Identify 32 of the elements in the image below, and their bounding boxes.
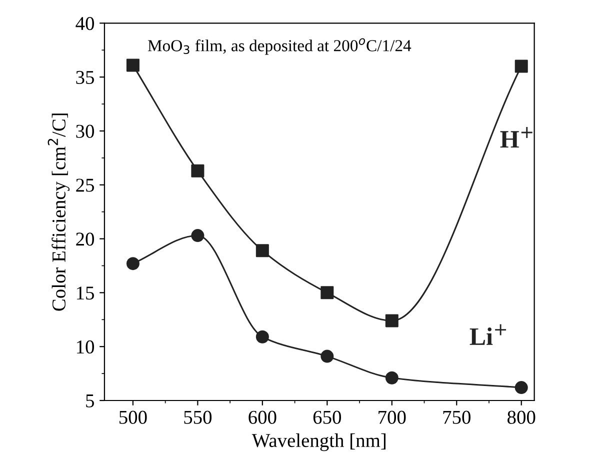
point [191, 229, 204, 242]
series-label: H$^{+}$ [500, 127, 532, 148]
series-label: Li$^{+}$ [470, 324, 506, 345]
y-tick-label: 5 [86, 394, 94, 408]
point [256, 244, 269, 258]
point [256, 330, 269, 344]
x-tick-label: 750 [443, 410, 470, 424]
x-tick-label: 800 [508, 410, 536, 424]
y-tick-label: 20 [76, 232, 94, 246]
y-tick-label: 35 [76, 70, 94, 84]
point [191, 164, 204, 178]
x-tick-label: 550 [184, 410, 212, 424]
y-tick-label: 25 [76, 178, 94, 192]
annotation: MoO$_{3}$ film, as deposited at 200$^{o}$C/1/24 [148, 38, 412, 55]
point [320, 286, 334, 300]
y-tick-label: 30 [76, 124, 94, 138]
x-tick-label: 650 [313, 410, 342, 424]
x-tick-label: 600 [248, 410, 276, 424]
point [385, 371, 398, 384]
point [126, 257, 140, 270]
point [514, 381, 528, 394]
y-axis-title: Color Efficiency [cm$^{2}$/C] [48, 114, 70, 311]
point [514, 60, 528, 73]
y-tick-label: 10 [77, 340, 94, 354]
point [385, 314, 398, 328]
x-tick-label: 700 [378, 410, 406, 424]
point [320, 350, 334, 363]
x-axis-title: Wavelength [nm] [252, 433, 386, 452]
y-tick-label: 40 [76, 16, 94, 30]
x-tick-label: 500 [120, 410, 147, 424]
y-tick-label: 15 [77, 286, 94, 300]
point [126, 58, 140, 72]
